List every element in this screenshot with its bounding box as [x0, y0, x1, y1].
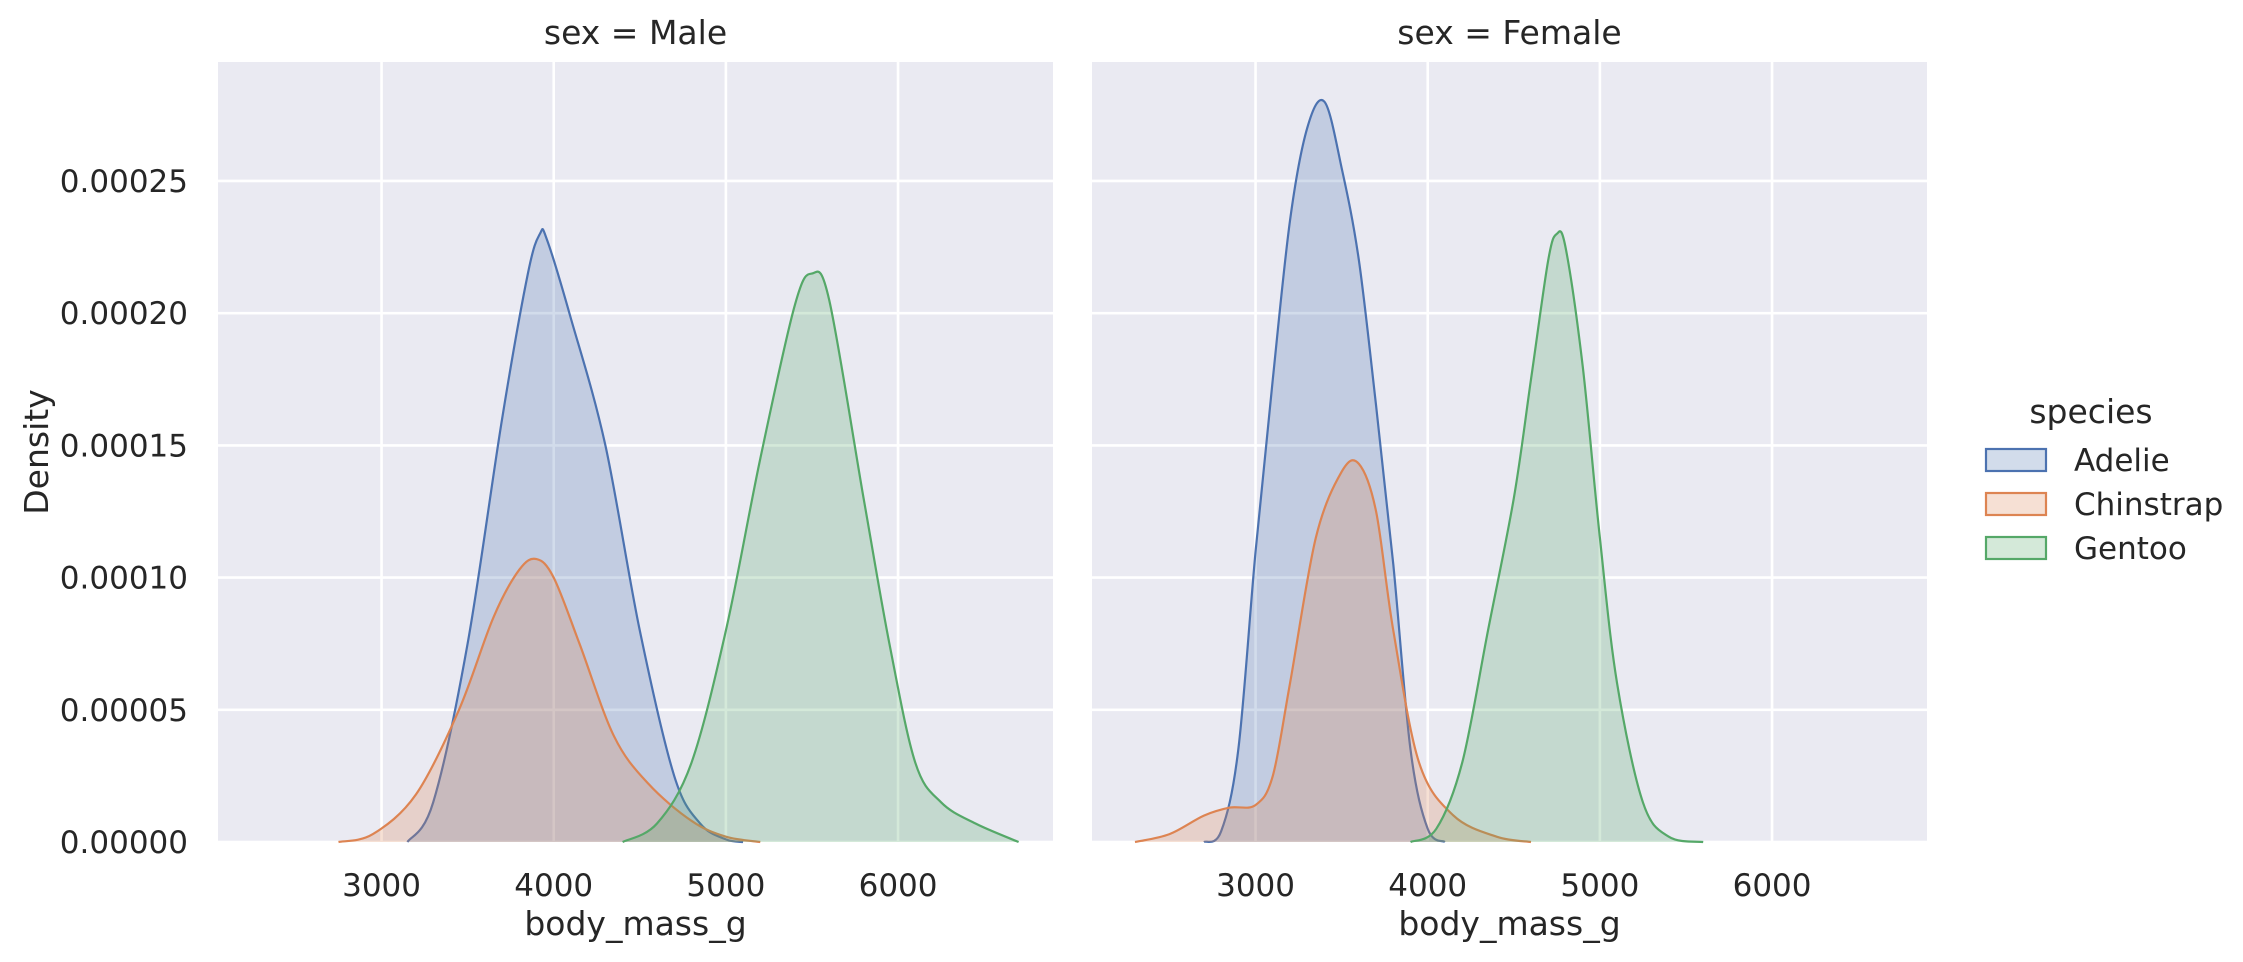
- facet-panel-male: 3000 4000 5000 6000 0.00000 0.00005 0.00010 0.0…: [17, 13, 1053, 943]
- x-axis-label: body_mass_g: [1398, 904, 1620, 943]
- legend-label-gentoo: Gentoo: [2074, 531, 2187, 567]
- density-line-chinstrap: [1134, 459, 1532, 844]
- legend-swatch-chinstrap: [1984, 491, 2048, 517]
- density-line-gentoo: [1410, 230, 1704, 844]
- y-tick-label: 0.00010: [60, 561, 188, 597]
- facet-title: sex = Male: [544, 13, 727, 52]
- legend-title: species: [2029, 392, 2152, 431]
- density-area-adelie: [407, 229, 744, 842]
- facet-panel-female: 3000 4000 5000 6000 body_mass_g sex = Female: [1092, 13, 1927, 943]
- y-tick-label: 0.00020: [60, 296, 188, 332]
- y-tick-label: 0.00025: [60, 164, 188, 200]
- legend-label-chinstrap: Chinstrap: [2074, 487, 2223, 523]
- plot-background: [1092, 62, 1927, 842]
- legend-swatch-adelie: [1984, 447, 2048, 473]
- x-tick-label: 5000: [1560, 868, 1639, 904]
- density-area-gentoo: [622, 271, 1019, 842]
- x-tick-label: 4000: [514, 868, 593, 904]
- x-tick-label: 3000: [1216, 868, 1295, 904]
- x-tick-label: 6000: [1733, 868, 1812, 904]
- x-tick-label: 4000: [1388, 868, 1467, 904]
- legend-swatch-gentoo: [1984, 535, 2048, 561]
- x-tick-label: 5000: [686, 868, 765, 904]
- y-tick-label: 0.00000: [60, 825, 188, 861]
- y-axis-label: Density: [17, 389, 56, 514]
- y-tick-label: 0.00015: [60, 428, 188, 464]
- legend: species Adelie Chinstrap Gentoo: [1984, 392, 2223, 567]
- density-area-chinstrap: [338, 558, 761, 842]
- density-line-chinstrap: [338, 557, 761, 844]
- density-area-gentoo: [1410, 231, 1704, 842]
- x-axis-label: body_mass_g: [524, 904, 746, 943]
- y-tick-label: 0.00005: [60, 693, 188, 729]
- x-tick-label: 6000: [859, 868, 938, 904]
- density-line-gentoo: [622, 270, 1020, 844]
- plot-background: [218, 62, 1053, 842]
- x-tick-label: 3000: [342, 868, 421, 904]
- facet-title: sex = Female: [1397, 13, 1621, 52]
- legend-label-adelie: Adelie: [2074, 443, 2170, 479]
- density-area-adelie: [1203, 99, 1445, 842]
- density-line-adelie: [1203, 99, 1446, 844]
- density-area-chinstrap: [1135, 460, 1531, 842]
